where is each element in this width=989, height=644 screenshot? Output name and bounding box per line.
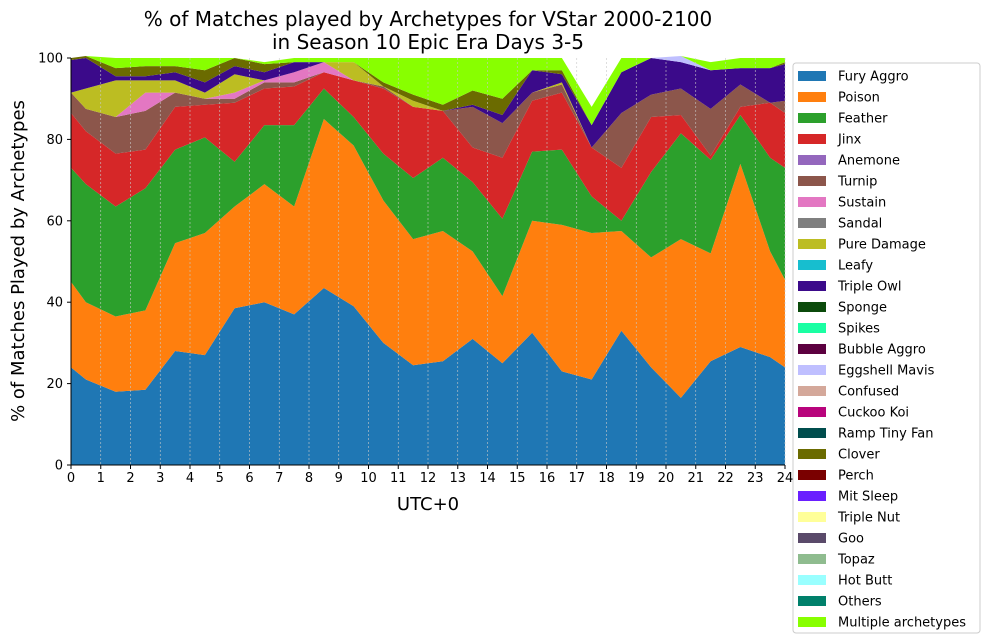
- legend-swatch: [798, 596, 826, 606]
- x-axis-label: UTC+0: [397, 494, 459, 515]
- legend-label: Leafy: [838, 259, 873, 274]
- legend-box: [792, 62, 981, 634]
- chart-title-line-1: % of Matches played by Archetypes for VS…: [144, 7, 713, 31]
- x-tick-label: 6: [245, 471, 253, 486]
- x-tick-label: 10: [360, 471, 377, 486]
- legend-label: Fury Aggro: [838, 70, 909, 85]
- legend-label: Cuckoo Koi: [838, 406, 909, 421]
- legend-swatch: [798, 386, 826, 396]
- x-tick-label: 9: [335, 471, 343, 486]
- legend-swatch: [798, 449, 826, 459]
- legend-label: Poison: [838, 91, 880, 106]
- legend-swatch: [798, 344, 826, 354]
- x-tick-label: 23: [747, 471, 764, 486]
- legend-label: Pure Damage: [838, 238, 926, 253]
- x-tick-label: 3: [156, 471, 164, 486]
- legend-swatch: [798, 134, 826, 144]
- legend-swatch: [798, 155, 826, 165]
- legend-swatch: [798, 218, 826, 228]
- legend-swatch: [798, 554, 826, 564]
- y-tick-label: 60: [46, 214, 63, 229]
- legend-swatch: [798, 71, 826, 81]
- area-triple-owl: [71, 58, 785, 148]
- legend-label: Eggshell Mavis: [838, 364, 935, 379]
- x-tick-label: 11: [390, 471, 407, 486]
- x-tick-label: 7: [275, 471, 283, 486]
- legend: Fury Aggro Poison Feather Jinx Anemone Turnip…: [792, 62, 981, 634]
- x-tick-label: 1: [97, 471, 105, 486]
- legend-label: Clover: [838, 448, 880, 463]
- chart-title-line-2: in Season 10 Epic Era Days 3-5: [272, 30, 584, 54]
- area-fury-aggro: [71, 287, 785, 465]
- legend-swatch: [798, 365, 826, 375]
- y-tick-label: 0: [55, 459, 63, 474]
- legend-label: Confused: [838, 385, 899, 400]
- legend-label: Sustain: [838, 196, 886, 211]
- x-tick-label: 19: [628, 471, 645, 486]
- legend-swatch: [798, 617, 826, 627]
- legend-swatch: [798, 281, 826, 291]
- x-tick-label: 4: [186, 471, 194, 486]
- x-tick-label: 14: [479, 471, 496, 486]
- legend-swatch: [798, 575, 826, 585]
- x-tick-label: 20: [658, 471, 675, 486]
- legend-label: Triple Owl: [837, 280, 901, 295]
- legend-label: Goo: [838, 532, 864, 547]
- legend-label: Feather: [838, 112, 888, 127]
- y-axis-label: % of Matches Played by Archetypes: [8, 100, 29, 422]
- legend-label: Turnip: [837, 175, 877, 190]
- y-tick-label: 100: [38, 52, 63, 67]
- x-tick-label: 17: [568, 471, 585, 486]
- y-tick-label: 40: [46, 296, 63, 311]
- legend-label: Topaz: [837, 553, 875, 568]
- x-tick-label: 12: [420, 471, 437, 486]
- x-tick-label: 13: [449, 471, 466, 486]
- legend-swatch: [798, 197, 826, 207]
- x-tick-label: 2: [126, 471, 134, 486]
- legend-label: Anemone: [838, 154, 900, 169]
- y-tick-label: 20: [46, 377, 63, 392]
- legend-swatch: [798, 260, 826, 270]
- x-tick-label: 15: [509, 471, 526, 486]
- legend-label: Sponge: [838, 301, 887, 316]
- x-tick-label: 16: [539, 471, 556, 486]
- legend-label: Hot Butt: [838, 574, 892, 589]
- x-tick-label: 24: [777, 471, 794, 486]
- y-tick-label: 80: [46, 133, 63, 148]
- legend-swatch: [798, 176, 826, 186]
- legend-label: Bubble Aggro: [838, 343, 926, 358]
- legend-swatch: [798, 302, 826, 312]
- x-tick-label: 8: [305, 471, 313, 486]
- legend-label: Multiple archetypes: [838, 616, 966, 631]
- legend-swatch: [798, 239, 826, 249]
- legend-swatch: [798, 407, 826, 417]
- legend-label: Triple Nut: [837, 511, 900, 526]
- x-axis-ticks: 0 1 2 3 4 5 6 7 8 9 10 11 12 13 14 15 16 17 18 19 20 21 22 23 24: [67, 465, 793, 486]
- legend-swatch: [798, 512, 826, 522]
- legend-swatch: [798, 470, 826, 480]
- x-tick-label: 5: [216, 471, 224, 486]
- legend-label: Ramp Tiny Fan: [838, 427, 933, 442]
- legend-swatch: [798, 113, 826, 123]
- x-tick-label: 22: [717, 471, 734, 486]
- legend-swatch: [798, 491, 826, 501]
- legend-label: Sandal: [838, 217, 882, 232]
- legend-label: Others: [838, 595, 882, 610]
- legend-label: Spikes: [838, 322, 880, 337]
- legend-swatch: [798, 92, 826, 102]
- legend-swatch: [798, 533, 826, 543]
- legend-label: Perch: [838, 469, 874, 484]
- y-axis-ticks: 0 20 40 60 80 100: [38, 52, 71, 474]
- legend-swatch: [798, 323, 826, 333]
- legend-label: Jinx: [837, 133, 862, 148]
- legend-swatch: [798, 428, 826, 438]
- legend-label: Mit Sleep: [838, 490, 898, 505]
- x-tick-label: 21: [687, 471, 704, 486]
- x-tick-label: 0: [67, 471, 75, 486]
- x-tick-label: 18: [598, 471, 615, 486]
